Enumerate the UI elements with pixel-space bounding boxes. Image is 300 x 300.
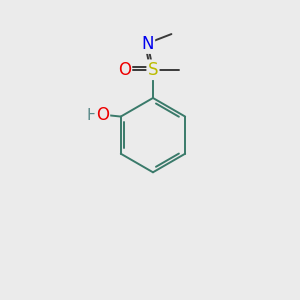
Text: O: O	[118, 61, 131, 79]
Text: N: N	[141, 34, 154, 52]
Text: O: O	[96, 106, 109, 124]
Text: S: S	[148, 61, 158, 79]
Text: H: H	[86, 108, 98, 123]
